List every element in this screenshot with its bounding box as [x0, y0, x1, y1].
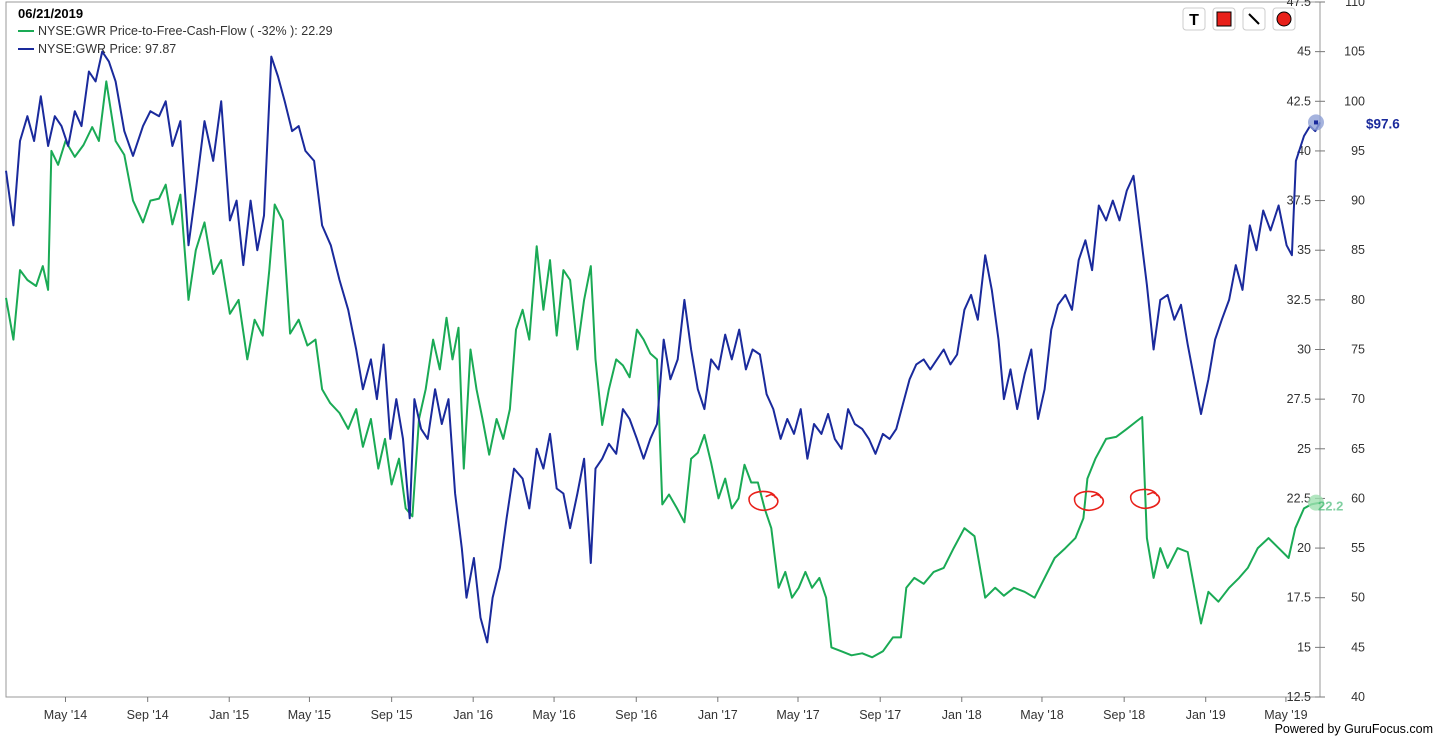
x-tick-label: Jan '18 — [942, 708, 982, 722]
x-tick-label: May '15 — [288, 708, 331, 722]
y-right-tick-label: 70 — [1351, 392, 1365, 406]
x-tick-label: Jan '15 — [209, 708, 249, 722]
y-left-tick-label: 30 — [1297, 343, 1311, 357]
line-tool-button[interactable] — [1242, 7, 1266, 31]
y-right-tick-label: 55 — [1351, 541, 1365, 555]
series-line-price — [5, 50, 1321, 644]
y-right-tick-label: 85 — [1351, 243, 1365, 257]
y-right-tick-label: 40 — [1351, 690, 1365, 704]
y-right-tick-label: 75 — [1351, 343, 1365, 357]
x-tick-label: Sep '16 — [615, 708, 657, 722]
x-tick-label: Sep '15 — [371, 708, 413, 722]
annotation-circle — [1073, 490, 1105, 511]
circle-icon — [1276, 11, 1292, 27]
line-icon — [1248, 13, 1260, 25]
x-tick-label: May '16 — [532, 708, 575, 722]
y-left-tick-label: 15 — [1297, 640, 1311, 654]
square-icon — [1216, 11, 1232, 27]
y-right-tick-label: 105 — [1344, 45, 1365, 59]
annotation-layer — [748, 488, 1161, 511]
y-right-tick-label: 80 — [1351, 293, 1365, 307]
text-tool-button[interactable]: T — [1182, 7, 1206, 31]
y-right-tick-label: 50 — [1351, 591, 1365, 605]
y-left-tick-label: 12.5 — [1287, 690, 1311, 704]
text-icon: T — [1189, 12, 1199, 29]
drawing-toolbar: T — [1182, 7, 1296, 31]
svg-text:NYSE:GWR Price-to-Free-Cash-Fl: NYSE:GWR Price-to-Free-Cash-Flow ( -32% … — [38, 24, 333, 38]
circle-tool-button[interactable] — [1272, 7, 1296, 31]
x-tick-label: Sep '18 — [1103, 708, 1145, 722]
legend-label-price: NYSE:GWR Price — [38, 42, 138, 56]
y-axis-left: 12.51517.52022.52527.53032.53537.54042.5… — [1287, 0, 1320, 704]
x-tick-label: May '18 — [1020, 708, 1063, 722]
y-axis-right: 40 45 50 55 60 65 70 75 80 85 90 95 100 105 110 — [1320, 0, 1365, 704]
x-tick-label: May '17 — [776, 708, 819, 722]
y-left-tick-label: 25 — [1297, 442, 1311, 456]
marker-layer: 22.2 $97.6 — [1308, 114, 1400, 514]
y-left-tick-label: 20 — [1297, 541, 1311, 555]
end-marker-ratio — [1308, 494, 1324, 511]
x-tick-label: Jan '17 — [698, 708, 738, 722]
x-tick-label: Jan '16 — [453, 708, 493, 722]
annotation-circle — [1129, 488, 1161, 509]
y-right-tick-label: 95 — [1351, 144, 1365, 158]
y-left-tick-label: 37.5 — [1287, 194, 1311, 208]
x-tick-label: Sep '14 — [127, 708, 169, 722]
powered-by-label[interactable]: Powered by GuruFocus.com — [1275, 722, 1433, 736]
svg-text:NYSE:GWR Price: 97.87: NYSE:GWR Price: 97.87 — [38, 42, 176, 56]
rectangle-tool-button[interactable] — [1212, 7, 1236, 31]
y-right-tick-label: 90 — [1351, 194, 1365, 208]
x-tick-label: May '19 — [1264, 708, 1307, 722]
annotation-circle — [748, 490, 779, 511]
legend: NYSE:GWR Price-to-Free-Cash-Flow ( -32% … — [18, 24, 333, 56]
series-layer — [5, 50, 1321, 659]
y-left-tick-label: 35 — [1297, 243, 1311, 257]
y-right-tick-label: 45 — [1351, 640, 1365, 654]
y-right-tick-label: 110 — [1345, 0, 1365, 9]
y-left-tick-label: 22.5 — [1287, 491, 1311, 505]
legend-value-ratio: : 22.29 — [294, 24, 332, 38]
y-right-tick-label: 100 — [1344, 94, 1365, 108]
x-tick-label: Sep '17 — [859, 708, 901, 722]
y-left-tick-label: 32.5 — [1287, 293, 1311, 307]
x-axis: May '14 Sep '14 Jan '15 May '15 Sep '15 Jan '… — [44, 697, 1308, 722]
end-label-price: $97.6 — [1366, 116, 1400, 131]
legend-label-ratio: NYSE:GWR Price-to-Free-Cash-Flow ( -32% … — [38, 24, 294, 38]
text-tool-button-frame — [1182, 7, 1206, 31]
y-left-tick-label: 27.5 — [1287, 392, 1311, 406]
date-label: 06/21/2019 — [18, 6, 83, 21]
x-tick-label: Jan '19 — [1186, 708, 1226, 722]
x-tick-label: May '14 — [44, 708, 87, 722]
legend-value-price: : 97.87 — [138, 42, 176, 56]
y-left-tick-label: 45 — [1297, 45, 1311, 59]
y-right-tick-label: 60 — [1351, 491, 1365, 505]
end-marker-price-dot — [1314, 120, 1318, 125]
y-left-tick-label: 42.5 — [1287, 94, 1311, 108]
end-label-ratio: 22.2 — [1318, 499, 1343, 514]
y-right-tick-label: 65 — [1351, 442, 1365, 456]
y-left-tick-label: 47.5 — [1287, 0, 1311, 9]
y-left-tick-label: 17.5 — [1287, 591, 1311, 605]
series-line-price-to-fcf — [5, 80, 1321, 659]
